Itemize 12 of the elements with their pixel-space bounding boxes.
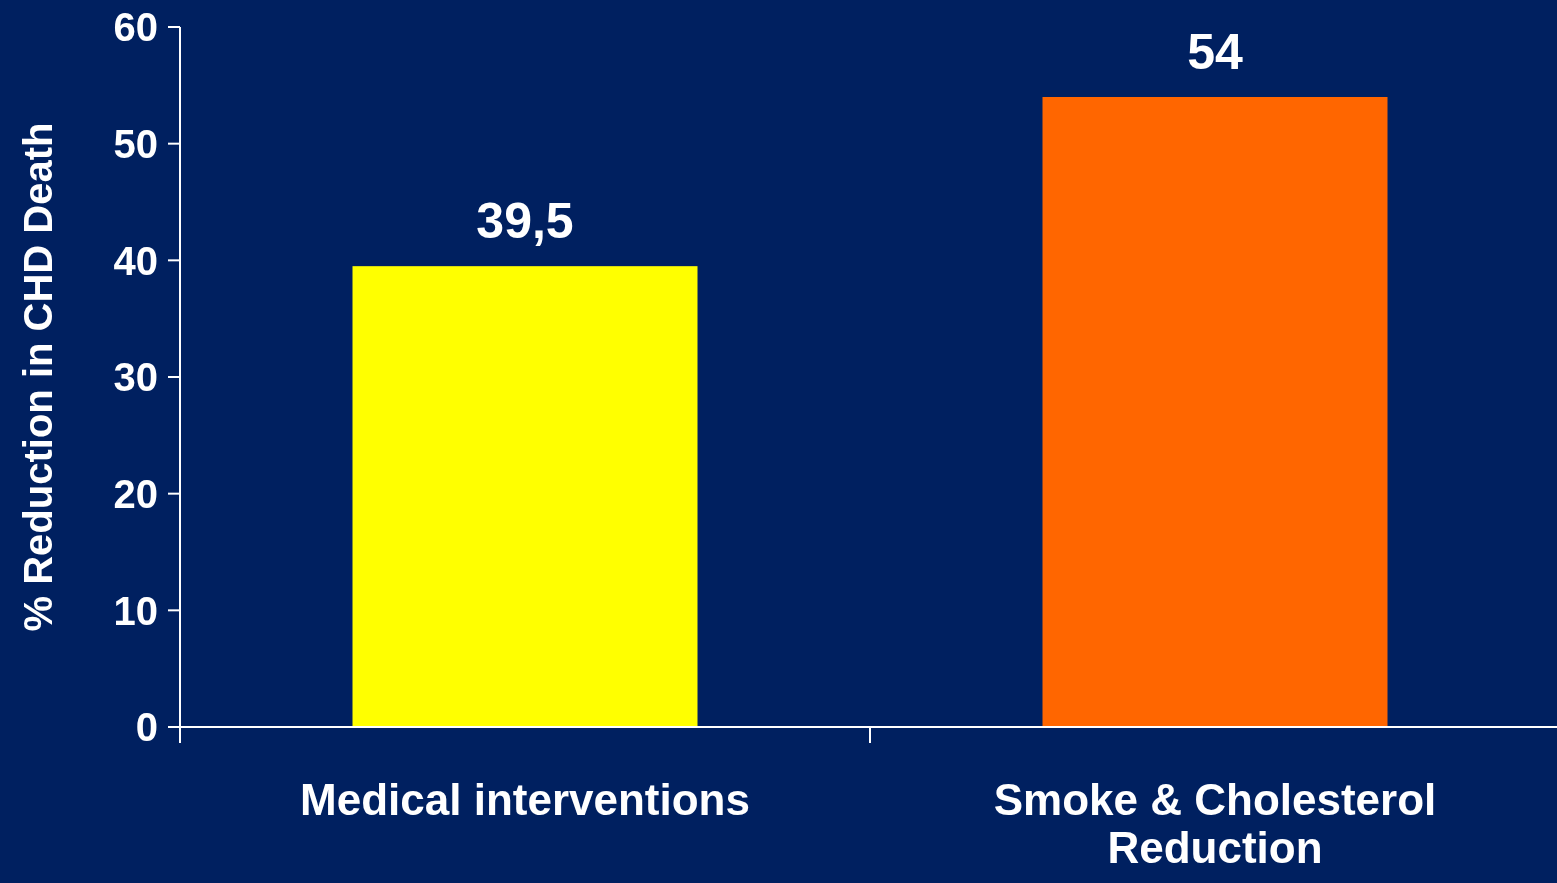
y-tick-label: 40: [113, 238, 158, 283]
x-tick-label: Smoke & Cholesterol Reduction: [993, 775, 1437, 872]
data-label: 54: [1187, 24, 1243, 80]
y-tick-label: 30: [113, 355, 158, 400]
y-tick-label: 0: [135, 705, 158, 750]
x-tick-label: Medical interventions: [300, 775, 750, 824]
y-tick-label: 20: [113, 472, 158, 517]
y-tick-label: 50: [113, 122, 158, 167]
y-tick-label: 10: [113, 588, 158, 633]
y-tick-label: 60: [113, 5, 158, 50]
y-axis-title: % Reduction in CHD Death: [16, 122, 60, 632]
data-label: 39,5: [476, 193, 574, 250]
